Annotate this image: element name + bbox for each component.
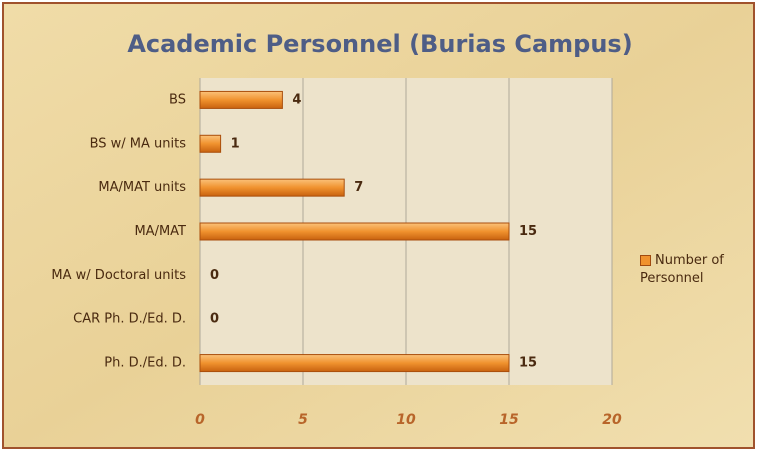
data-label: 4 <box>292 92 301 107</box>
data-label: 0 <box>210 312 219 327</box>
x-tick-label: 5 <box>298 412 308 428</box>
y-tick-label: MA w/ Doctoral units <box>51 268 186 283</box>
data-label: 1 <box>231 136 240 151</box>
legend-swatch <box>640 255 651 266</box>
x-tick-label: 10 <box>396 412 416 428</box>
bar <box>199 222 510 241</box>
y-tick-label: BS <box>169 92 186 107</box>
data-label: 15 <box>519 356 537 371</box>
data-label: 7 <box>354 180 363 195</box>
bar <box>199 134 222 153</box>
x-tick-label: 0 <box>195 412 205 428</box>
legend-label: Number of Personnel <box>640 253 724 286</box>
chart-title: Academic Personnel (Burias Campus) <box>127 30 632 58</box>
bar <box>199 178 345 197</box>
bar <box>199 90 283 109</box>
data-label: 15 <box>519 224 537 239</box>
y-tick-label: CAR Ph. D./Ed. D. <box>73 312 186 327</box>
y-tick-label: MA/MAT units <box>98 180 186 195</box>
x-tick-label: 20 <box>602 412 622 428</box>
data-label: 0 <box>210 268 219 283</box>
x-tick-label: 15 <box>499 412 519 428</box>
legend: Number of Personnel <box>640 252 750 288</box>
y-tick-label: Ph. D./Ed. D. <box>104 356 186 371</box>
y-tick-label: MA/MAT <box>134 224 186 239</box>
bar <box>199 354 510 373</box>
y-tick-label: BS w/ MA units <box>90 136 187 151</box>
